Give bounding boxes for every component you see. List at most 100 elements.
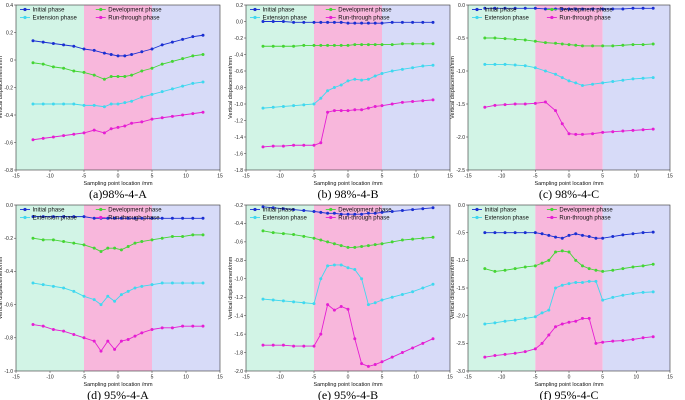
x-tick-label: -5 [312,375,317,381]
data-point [631,265,635,269]
data-point [580,233,584,237]
data-point [651,290,655,294]
data-point [181,235,185,239]
data-point [594,236,598,240]
data-point [366,21,370,25]
x-tick-label: 15 [667,375,673,381]
data-point [92,73,96,77]
data-point [332,86,336,89]
data-point [62,66,66,70]
data-point [421,20,425,24]
data-point [513,6,517,10]
data-point [641,264,645,268]
legend-swatch-marker [23,15,27,20]
data-point [326,43,330,47]
data-point [51,42,55,45]
data-point [574,319,578,323]
panel-1: -15 -10 -5 0 5 10 15 -0.8 -0.6 -0.4 -0.2 0 0.2 0.4 Sam… [0,3,223,201]
data-point [360,78,364,82]
data-point [513,267,517,271]
data-point [513,102,517,106]
data-point [82,243,86,247]
data-point [181,324,185,328]
x-tick-label: -5 [533,174,538,180]
y-tick-label: -2.0 [234,369,243,375]
data-point [281,343,285,347]
data-point [346,21,350,25]
data-point [261,205,265,209]
legend-swatch-marker [475,7,479,12]
data-point [611,44,615,48]
zone-right [152,5,220,170]
legend: Initial phase Development phase Extension … [20,208,162,222]
x-tick-label: 0 [347,375,350,381]
y-tick-label: -0.8 [234,85,243,91]
y-axis-label: Vertical displacement/mm [450,256,456,319]
data-point [62,43,66,47]
data-point [503,62,507,66]
x-tick-label: -10 [498,375,505,381]
data-point [191,35,195,39]
data-point [431,206,435,210]
data-point [92,48,96,52]
data-point [191,216,195,220]
data-point [560,322,564,326]
data-point [411,42,415,46]
legend-swatch-marker [550,215,554,220]
y-tick-label: -0.6 [4,140,13,146]
data-point [116,75,120,78]
legend-swatch-marker [99,15,103,20]
data-point [332,109,336,113]
legend-swatch-marker [253,7,257,12]
data-point [631,77,635,81]
data-point [533,39,537,43]
data-point [611,130,615,134]
legend-entry: Initial phase [263,208,296,214]
data-point [181,216,185,220]
data-point [119,248,123,252]
data-point [567,7,571,11]
data-point [373,243,377,247]
data-point [513,231,517,235]
x-tick-label: 10 [634,375,640,381]
data-point [170,235,174,239]
data-point [126,245,130,248]
data-point [431,98,435,102]
data-point [302,209,306,213]
x-tick-label: 15 [447,375,453,381]
data-point [41,238,45,242]
data-point [580,84,584,88]
data-point [170,326,174,330]
data-point [360,362,364,366]
data-point [332,43,336,47]
data-point [312,209,316,213]
data-point [601,298,605,302]
data-point [631,43,635,47]
panel-caption: (b) 98%-4-B [318,187,379,201]
data-point [353,43,357,47]
data-point [140,69,144,73]
data-point [400,67,404,71]
data-point [483,267,487,271]
data-point [346,43,350,47]
data-point [326,110,330,114]
data-point [41,324,45,328]
data-point [380,242,384,246]
data-point [140,331,144,335]
legend-swatch-marker [329,7,333,12]
x-tick-label: -5 [312,174,317,180]
data-point [119,293,123,297]
x-tick-label: -15 [242,174,249,180]
x-tick-label: -5 [533,375,538,381]
zone-left [468,205,536,371]
data-point [431,20,435,24]
x-tick-label: 5 [151,174,154,180]
data-point [319,43,323,47]
data-point [312,143,316,147]
data-point [523,231,527,235]
panel-caption: (d) 95%-4-A [87,388,149,400]
data-point [360,108,364,112]
data-point [543,41,547,45]
data-point [82,336,86,340]
data-point [339,83,343,87]
